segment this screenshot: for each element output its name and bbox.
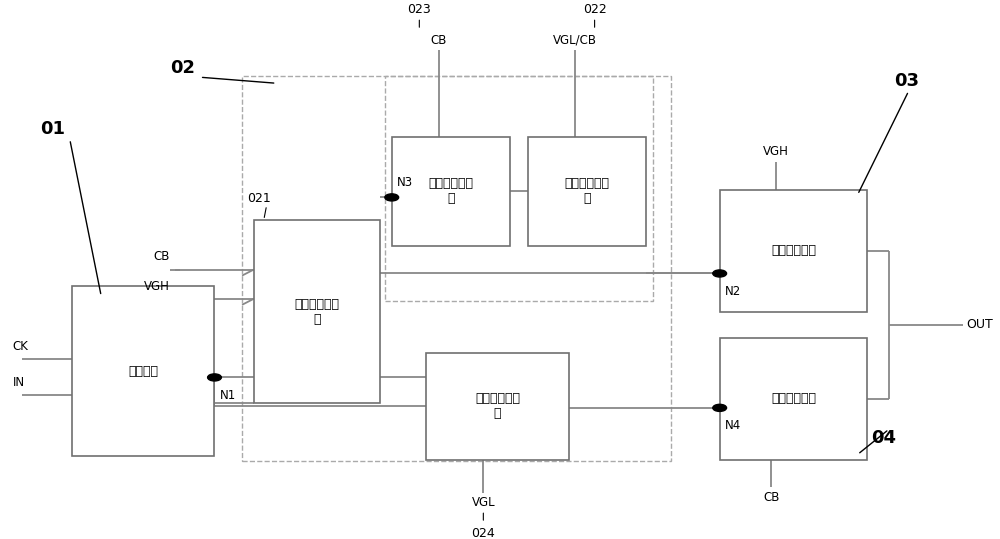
Text: N1: N1 xyxy=(219,389,236,402)
Text: VGL: VGL xyxy=(472,496,495,509)
Bar xyxy=(254,220,380,403)
Text: 022: 022 xyxy=(583,3,606,16)
Text: 021: 021 xyxy=(247,192,271,205)
Text: CB: CB xyxy=(431,33,447,47)
Text: 第四子控制电
路: 第四子控制电 路 xyxy=(475,392,520,420)
Bar xyxy=(720,338,867,460)
Text: 第二子控制电
路: 第二子控制电 路 xyxy=(564,177,609,205)
Circle shape xyxy=(713,270,727,277)
Circle shape xyxy=(385,194,399,201)
Text: 03: 03 xyxy=(894,72,919,89)
Text: CB: CB xyxy=(763,491,780,504)
Circle shape xyxy=(208,374,221,381)
Text: VGH: VGH xyxy=(144,280,170,293)
Text: N4: N4 xyxy=(725,419,741,432)
Text: 02: 02 xyxy=(170,59,195,77)
Text: CB: CB xyxy=(154,250,170,264)
Bar xyxy=(385,75,653,301)
Text: CK: CK xyxy=(13,340,29,353)
Text: 023: 023 xyxy=(407,3,431,16)
Text: 04: 04 xyxy=(871,429,896,447)
Text: 024: 024 xyxy=(471,527,495,539)
Bar xyxy=(426,353,569,460)
Text: VGL/CB: VGL/CB xyxy=(553,33,597,47)
Text: VGH: VGH xyxy=(763,145,789,158)
Text: 01: 01 xyxy=(40,120,65,138)
Text: IN: IN xyxy=(13,376,25,389)
Bar xyxy=(242,75,671,461)
Circle shape xyxy=(713,404,727,411)
Bar xyxy=(392,136,510,246)
Text: 第二输出电路: 第二输出电路 xyxy=(771,392,816,405)
Bar xyxy=(720,190,867,312)
Text: N2: N2 xyxy=(725,285,741,298)
Bar xyxy=(528,136,646,246)
Bar xyxy=(72,286,214,456)
Text: 第一子控制电
路: 第一子控制电 路 xyxy=(294,298,339,326)
Text: 第一输出电路: 第一输出电路 xyxy=(771,244,816,257)
Text: N3: N3 xyxy=(397,176,413,189)
Text: 第三子控制电
路: 第三子控制电 路 xyxy=(428,177,473,205)
Text: OUT: OUT xyxy=(966,318,993,331)
Text: 输入电路: 输入电路 xyxy=(128,364,158,378)
